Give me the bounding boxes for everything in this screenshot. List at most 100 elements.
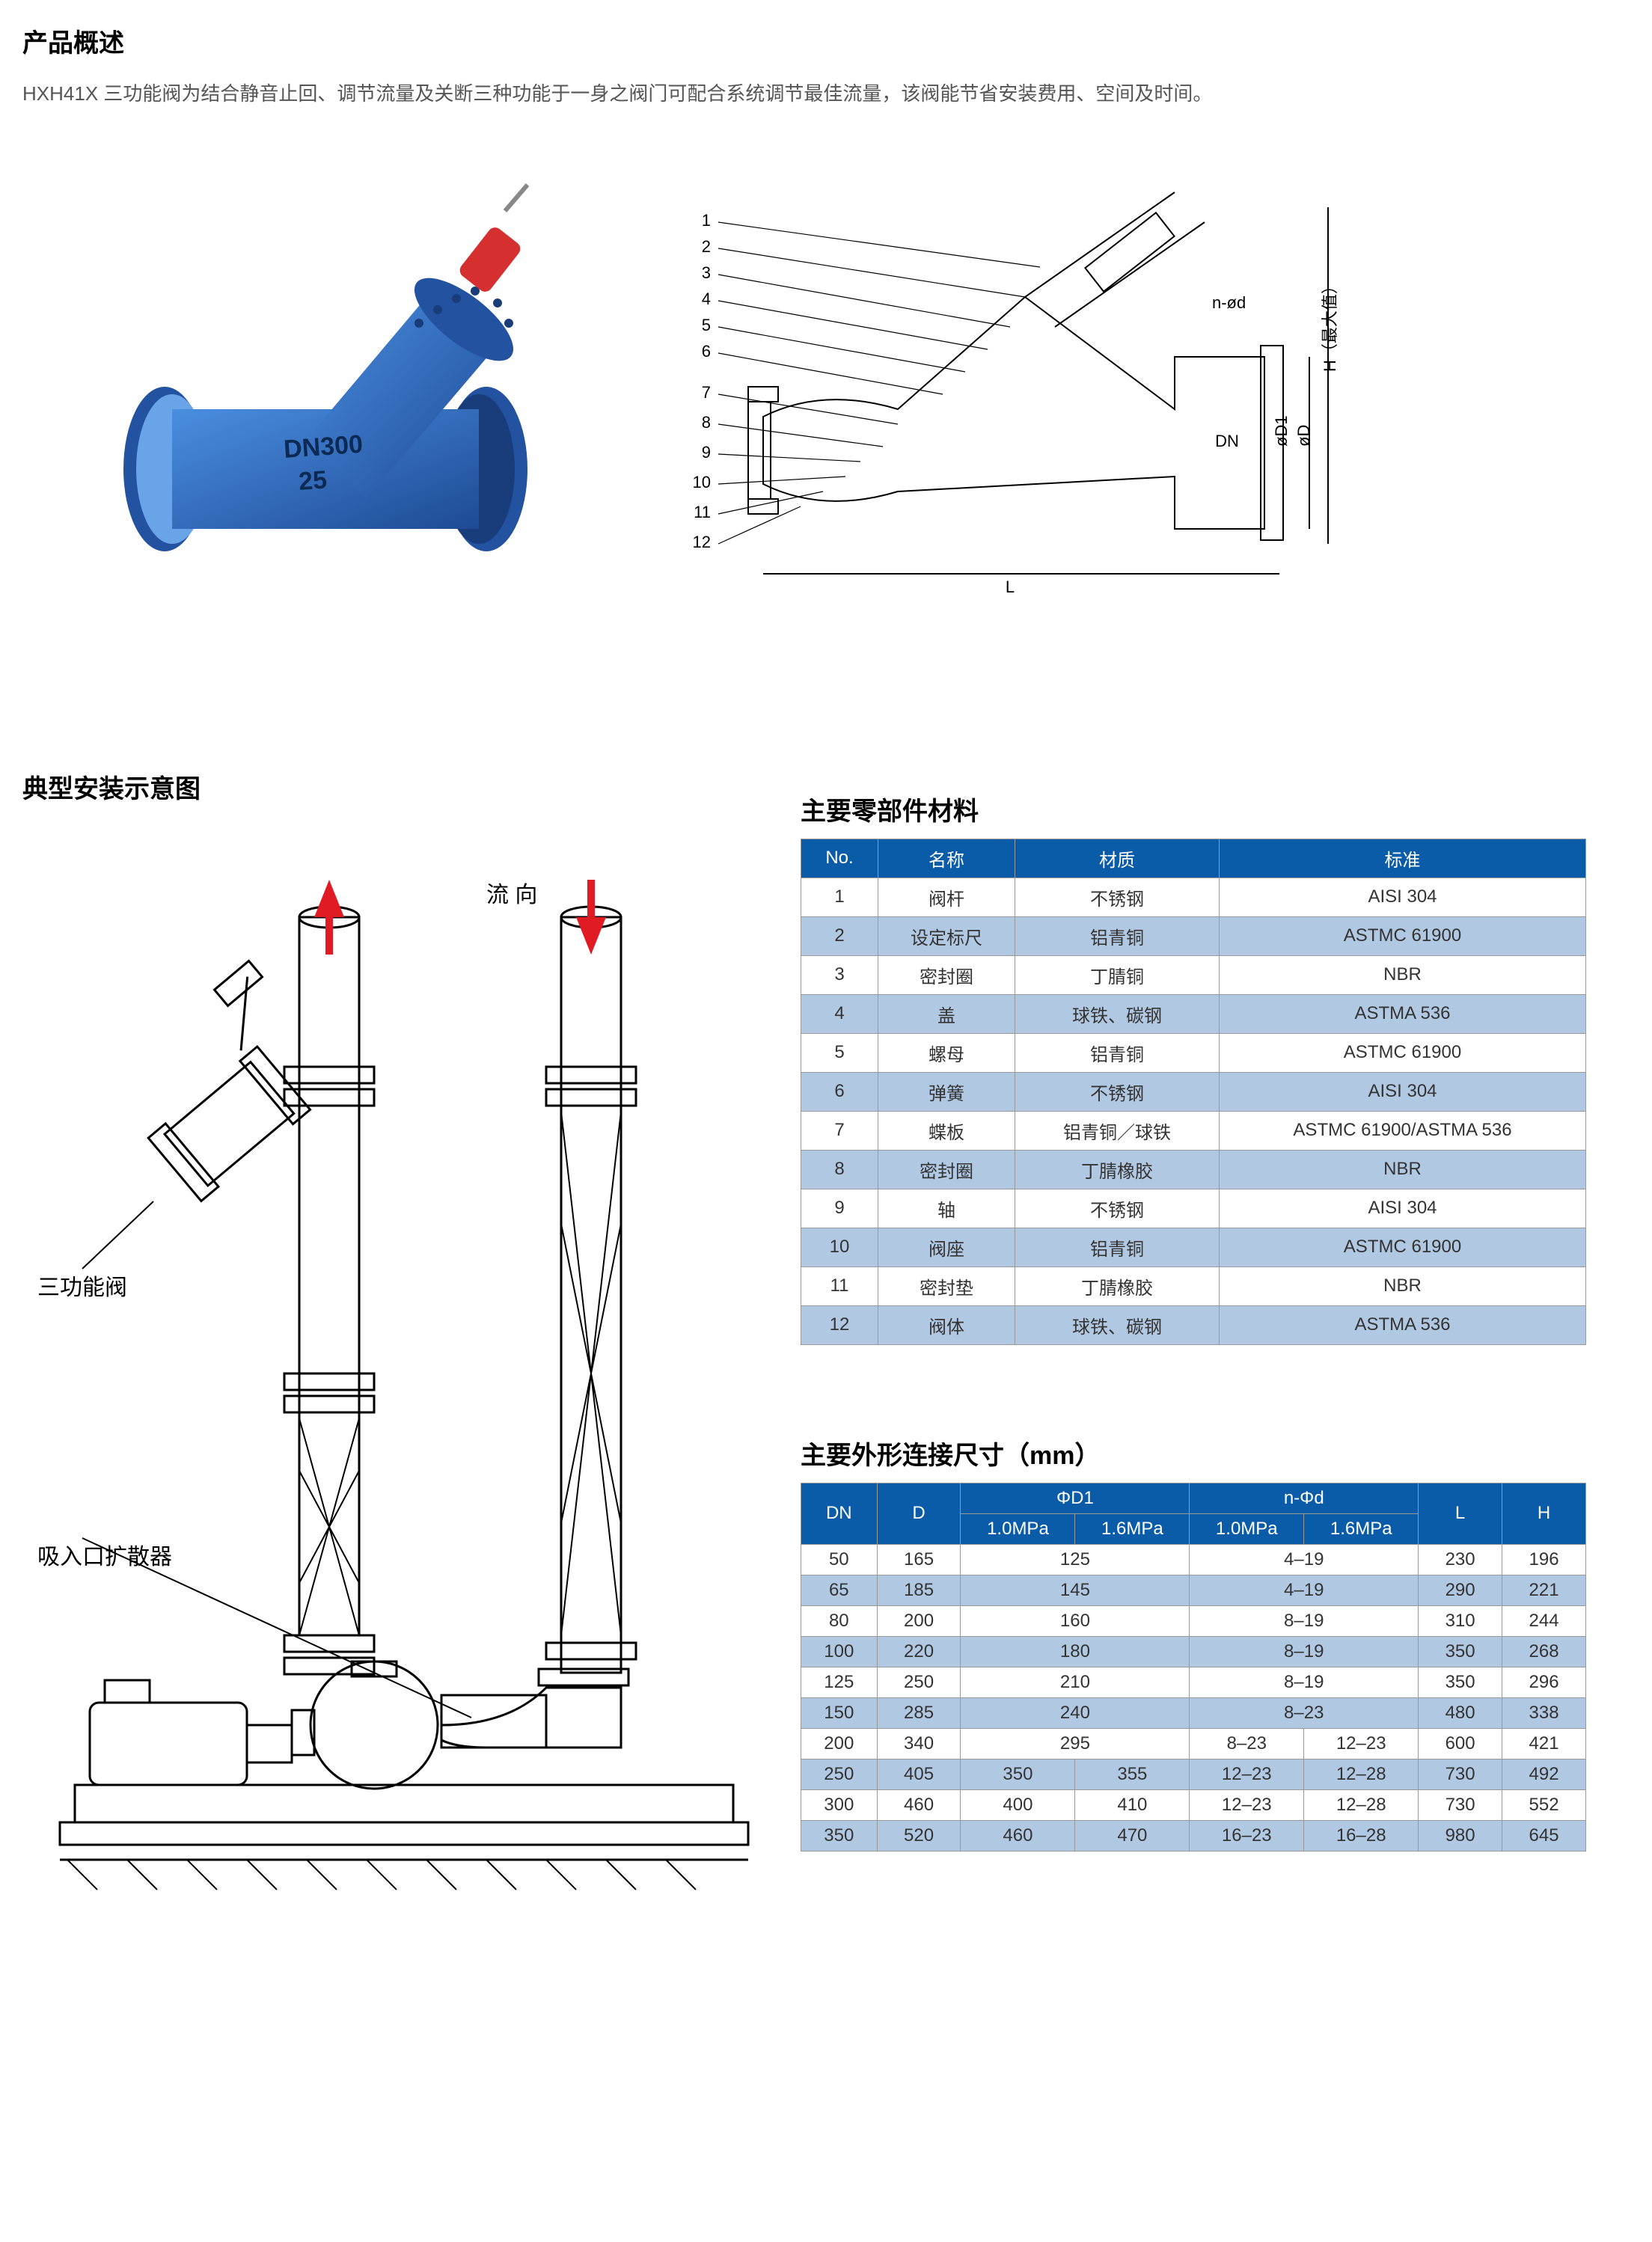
installation-drawing: 流 向 三功能阀 吸入口扩散器 <box>22 850 771 1972</box>
table-cell: 250 <box>801 1759 878 1789</box>
table-cell: ASTMC 61900 <box>1220 916 1586 955</box>
table-cell: 150 <box>801 1697 878 1728</box>
technical-drawing: 12 34 56 78 910 1112 n-ød L DN øD1 øD H（… <box>636 177 1339 596</box>
table-cell: 200 <box>801 1728 878 1759</box>
svg-text:1: 1 <box>702 211 711 230</box>
table-row: 12阀体球铁、碳钢ASTMA 536 <box>801 1305 1586 1344</box>
table-cell: 244 <box>1502 1605 1586 1636</box>
svg-text:2: 2 <box>702 237 711 256</box>
table-cell: 铝青铜／球铁 <box>1015 1111 1220 1150</box>
table-cell: 铝青铜 <box>1015 1228 1220 1267</box>
table-cell: 9 <box>801 1189 878 1228</box>
dim-col-dn: DN <box>801 1483 878 1544</box>
table-cell: 4–19 <box>1190 1544 1419 1575</box>
table-cell: 180 <box>961 1636 1190 1667</box>
svg-text:DN: DN <box>1215 432 1239 450</box>
dim-col-nd: n-Φd <box>1190 1483 1419 1513</box>
table-cell: 340 <box>877 1728 961 1759</box>
table-cell: 185 <box>877 1575 961 1605</box>
table-cell: 不锈钢 <box>1015 877 1220 916</box>
table-cell: 12–23 <box>1304 1728 1419 1759</box>
svg-text:11: 11 <box>694 503 711 521</box>
table-row: 5螺母铝青铜ASTMC 61900 <box>801 1033 1586 1072</box>
table-cell: 轴 <box>878 1189 1015 1228</box>
table-cell: 铝青铜 <box>1015 916 1220 955</box>
table-cell: NBR <box>1220 1150 1586 1189</box>
table-cell: NBR <box>1220 1267 1586 1305</box>
table-cell: 221 <box>1502 1575 1586 1605</box>
table-row: 11密封垫丁腈橡胶NBR <box>801 1267 1586 1305</box>
table-row: 1002201808–19350268 <box>801 1636 1586 1667</box>
table-cell: 290 <box>1419 1575 1502 1605</box>
parts-col-standard: 标准 <box>1220 839 1586 877</box>
table-cell: 铝青铜 <box>1015 1033 1220 1072</box>
svg-text:H（最大值）: H（最大值） <box>1321 278 1339 372</box>
svg-text:25: 25 <box>298 465 328 496</box>
table-cell: 不锈钢 <box>1015 1189 1220 1228</box>
flow-dir-label: 流 向 <box>486 883 537 907</box>
table-row: 1502852408–23480338 <box>801 1697 1586 1728</box>
table-cell: 12–28 <box>1304 1789 1419 1820</box>
table-cell: 160 <box>961 1605 1190 1636</box>
table-cell: 220 <box>877 1636 961 1667</box>
table-cell: 600 <box>1419 1728 1502 1759</box>
table-cell: ASTMA 536 <box>1220 1305 1586 1344</box>
table-cell: 5 <box>801 1033 878 1072</box>
table-cell: 密封圈 <box>878 1150 1015 1189</box>
svg-text:7: 7 <box>702 383 711 402</box>
svg-text:øD1: øD1 <box>1272 415 1291 447</box>
parts-col-name: 名称 <box>878 839 1015 877</box>
table-cell: 阀体 <box>878 1305 1015 1344</box>
table-cell: AISI 304 <box>1220 877 1586 916</box>
dim-sub-d1b: 1.6MPa <box>1075 1513 1190 1544</box>
table-cell: 165 <box>877 1544 961 1575</box>
table-cell: 300 <box>801 1789 878 1820</box>
table-cell: 350 <box>961 1759 1075 1789</box>
table-cell: 11 <box>801 1267 878 1305</box>
svg-text:DN300: DN300 <box>283 429 364 463</box>
table-cell: 240 <box>961 1697 1190 1728</box>
table-cell: 8 <box>801 1150 878 1189</box>
top-figures: DN300 25 <box>22 155 1630 619</box>
table-cell: ASTMC 61900/ASTMA 536 <box>1220 1111 1586 1150</box>
svg-text:9: 9 <box>702 443 711 462</box>
table-cell: 弹簧 <box>878 1072 1015 1111</box>
table-cell: 设定标尺 <box>878 916 1015 955</box>
svg-text:4: 4 <box>702 290 711 308</box>
table-cell: 8–19 <box>1190 1605 1419 1636</box>
table-cell: 480 <box>1419 1697 1502 1728</box>
table-cell: 310 <box>1419 1605 1502 1636</box>
table-cell: 8–19 <box>1190 1636 1419 1667</box>
table-row: 802001608–19310244 <box>801 1605 1586 1636</box>
table-row: 2003402958–2312–23600421 <box>801 1728 1586 1759</box>
table-cell: 8–23 <box>1190 1697 1419 1728</box>
table-cell: 密封圈 <box>878 955 1015 994</box>
table-cell: 50 <box>801 1544 878 1575</box>
table-cell: 蝶板 <box>878 1111 1015 1150</box>
table-cell: 285 <box>877 1697 961 1728</box>
table-cell: 645 <box>1502 1820 1586 1851</box>
table-row: 7蝶板铝青铜／球铁ASTMC 61900/ASTMA 536 <box>801 1111 1586 1150</box>
svg-text:n-ød: n-ød <box>1212 293 1246 312</box>
table-cell: NBR <box>1220 955 1586 994</box>
table-cell: 7 <box>801 1111 878 1150</box>
table-row: 6弹簧不锈钢AISI 304 <box>801 1072 1586 1111</box>
table-cell: 210 <box>961 1667 1190 1697</box>
table-cell: 145 <box>961 1575 1190 1605</box>
table-cell: ASTMC 61900 <box>1220 1228 1586 1267</box>
table-cell: 980 <box>1419 1820 1502 1851</box>
table-cell: 421 <box>1502 1728 1586 1759</box>
table-cell: ASTMC 61900 <box>1220 1033 1586 1072</box>
table-cell: 730 <box>1419 1789 1502 1820</box>
diffuser-callout-label: 吸入口扩散器 <box>37 1545 172 1569</box>
table-cell: 10 <box>801 1228 878 1267</box>
dimensions-title: 主要外形连接尺寸（mm） <box>801 1435 1586 1471</box>
table-cell: 460 <box>877 1789 961 1820</box>
valve-callout-label: 三功能阀 <box>37 1275 127 1300</box>
table-cell: 125 <box>961 1544 1190 1575</box>
dim-col-h: H <box>1502 1483 1586 1544</box>
table-cell: 密封垫 <box>878 1267 1015 1305</box>
svg-text:10: 10 <box>693 473 711 491</box>
table-cell: 350 <box>1419 1667 1502 1697</box>
table-cell: 100 <box>801 1636 878 1667</box>
